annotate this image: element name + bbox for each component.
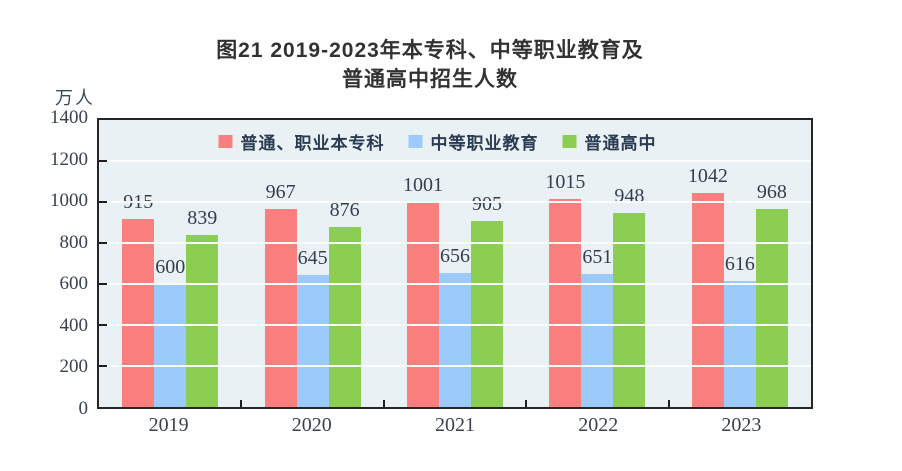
- bar-2023-series2: [755, 208, 788, 407]
- bar-group-2022: 1015 651 948: [526, 120, 668, 407]
- legend-item-1: 中等职业教育: [408, 129, 538, 154]
- gridline-1200: [99, 160, 811, 162]
- bar-slot: 915: [122, 120, 155, 407]
- bar-group-2023: 1042 616 968: [669, 120, 811, 407]
- bar-slot: 651: [581, 120, 614, 407]
- chart-title: 图21 2019-2023年本专科、中等职业教育及 普通高中招生人数: [0, 36, 860, 94]
- y-axis-label-400: 400: [59, 314, 89, 336]
- bar-value-label: 600: [155, 256, 186, 278]
- bar-2021-series1: [439, 272, 472, 407]
- bar-slot: 1015: [545, 120, 585, 407]
- bar-slot: 967: [264, 120, 297, 407]
- bar-group-2020: 967 645 876: [241, 120, 383, 407]
- bar-slot: 656: [439, 120, 472, 407]
- y-axis-label-0: 0: [78, 398, 89, 419]
- bar-value-label: 651: [582, 245, 613, 268]
- legend-label: 普通、职业本专科: [240, 134, 385, 153]
- chart-title-line2: 普通高中招生人数: [342, 68, 518, 91]
- legend-label: 普通高中: [584, 134, 657, 153]
- bar-group-2021: 1001 656 905: [384, 120, 526, 407]
- bar-2020-series2: [328, 227, 361, 407]
- y-axis-label-1000: 1000: [50, 190, 88, 212]
- bar-2023-series0: [691, 193, 724, 407]
- y-tick-mark-400: [99, 324, 107, 327]
- bar-slot: 645: [296, 120, 329, 407]
- bar-2020-series0: [264, 208, 297, 407]
- bar-slot: 1001: [403, 120, 443, 407]
- bar-value-label: 948: [614, 184, 645, 207]
- bar-value-label: 876: [329, 199, 360, 222]
- y-axis-label-600: 600: [59, 273, 89, 295]
- bar-group-2019: 915 600 839: [99, 120, 241, 407]
- bar-value-label: 1042: [687, 165, 728, 188]
- bar-value-label: 1015: [545, 170, 586, 193]
- bar-value-label: 616: [724, 252, 755, 275]
- bar-value-label: 967: [265, 180, 296, 203]
- bar-2022-series2: [613, 212, 646, 407]
- plot-area: 普通、职业本专科 中等职业教育 普通高中 915 600 839 967 645 876 100…: [97, 118, 813, 409]
- legend-swatch-icon: [408, 135, 423, 148]
- y-tick-mark-1000: [99, 201, 107, 203]
- gridline-1000: [99, 201, 811, 203]
- legend-item-0: 普通、职业本专科: [218, 129, 384, 154]
- y-axis-unit-label: 万人: [55, 88, 95, 108]
- x-tick-mark-4: [667, 400, 670, 407]
- bar-value-label: 1001: [403, 173, 444, 196]
- x-axis-label-2023: 2023: [721, 414, 762, 436]
- bar-slot: 616: [723, 120, 756, 407]
- y-tick-mark-1200: [99, 160, 107, 162]
- bar-value-label: 968: [756, 180, 787, 203]
- x-tick-mark-1: [240, 400, 243, 407]
- bar-slot: 948: [613, 120, 646, 407]
- x-axis-label-2019: 2019: [148, 414, 189, 436]
- x-axis-tick-labels: 2019 2020 2021 2022 2023: [97, 414, 813, 437]
- bar-slot: 600: [154, 120, 187, 407]
- bar-2022-series1: [581, 273, 614, 407]
- y-tick-mark-200: [99, 365, 107, 368]
- x-axis-label-2022: 2022: [578, 414, 619, 436]
- bar-groups: 915 600 839 967 645 876 1001 656 905 1015 651 948 10…: [99, 120, 811, 407]
- legend-swatch-icon: [562, 135, 577, 148]
- gridline-600: [99, 283, 811, 285]
- bar-value-label: 839: [187, 207, 218, 230]
- bar-slot: 905: [471, 120, 504, 407]
- bar-2021-series2: [471, 221, 504, 407]
- bar-2023-series1: [723, 280, 756, 407]
- bar-value-label: 645: [297, 246, 328, 269]
- gridline-200: [99, 365, 811, 368]
- legend-item-2: 普通高中: [562, 129, 656, 154]
- bar-2019-series0: [122, 219, 155, 407]
- bar-2021-series0: [407, 201, 440, 407]
- y-tick-mark-600: [99, 283, 107, 285]
- y-axis-label-200: 200: [59, 356, 89, 378]
- bar-2019-series1: [154, 284, 187, 407]
- x-tick-mark-3: [525, 400, 528, 407]
- y-tick-mark-800: [99, 242, 107, 245]
- chart-title-line1: 图21 2019-2023年本专科、中等职业教育及: [216, 39, 644, 62]
- gridline-400: [99, 324, 811, 327]
- x-tick-mark-2: [382, 400, 385, 407]
- legend-label: 中等职业教育: [430, 134, 539, 153]
- x-axis-label-2020: 2020: [291, 414, 332, 436]
- bar-value-label: 905: [472, 193, 503, 216]
- y-axis-label-800: 800: [59, 231, 89, 253]
- legend-swatch-icon: [218, 135, 233, 148]
- bar-slot: 876: [328, 120, 361, 407]
- chart-legend: 普通、职业本专科 中等职业教育 普通高中: [218, 129, 656, 154]
- bar-2019-series2: [186, 235, 219, 407]
- bar-value-label: 656: [440, 244, 471, 267]
- x-axis-label-2021: 2021: [435, 414, 475, 436]
- y-axis-label-1200: 1200: [50, 148, 88, 170]
- bar-2020-series1: [296, 274, 329, 407]
- bar-2022-series0: [549, 198, 582, 407]
- bar-slot: 968: [755, 120, 788, 407]
- bar-slot: 1042: [688, 120, 728, 407]
- y-axis-label-1400: 1400: [50, 107, 88, 128]
- bar-slot: 839: [186, 120, 219, 407]
- gridline-800: [99, 242, 811, 245]
